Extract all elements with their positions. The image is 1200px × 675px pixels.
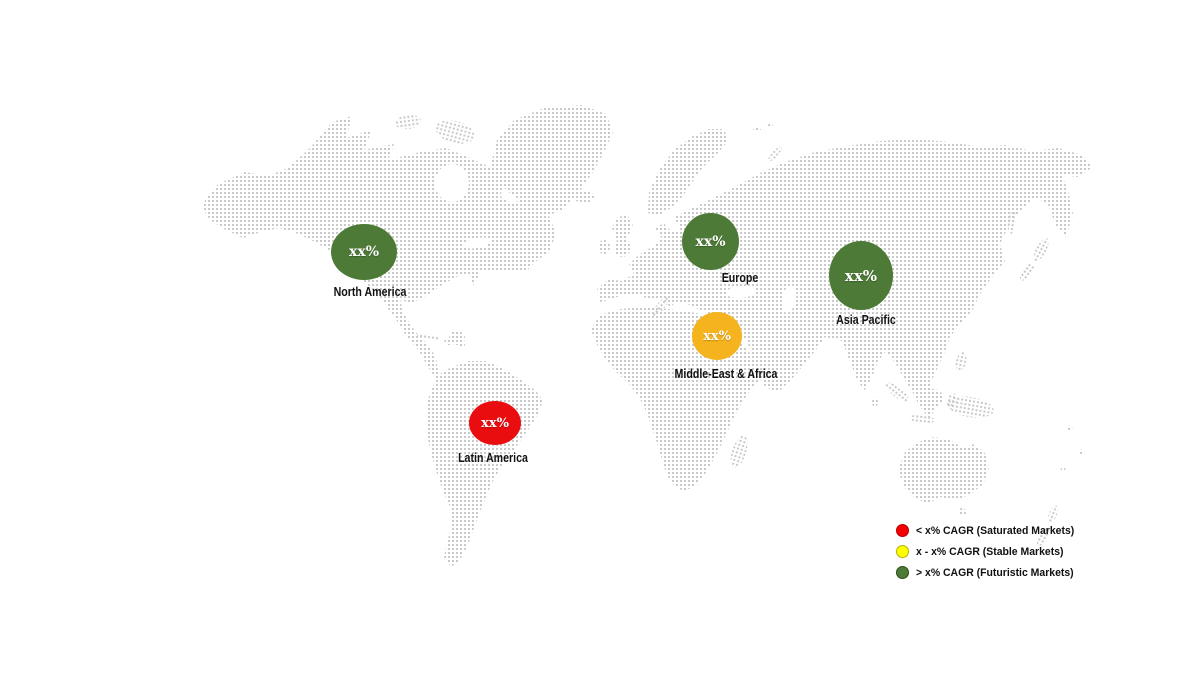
region-label-middle-east-africa: Middle-East & Africa [674,367,778,381]
island-sakhalin [1007,210,1017,234]
legend-label-stable: x - x% CAGR (Stable Markets) [916,545,1064,558]
island-puerto-rico [459,343,465,347]
region-value-asia-pacific: xx% [844,266,878,285]
island-svalbard [753,128,761,132]
legend-item-futuristic: > x% CAGR (Futuristic Markets) [896,566,1083,579]
island-great-britain [612,214,633,258]
hudson-bay [435,164,469,202]
legend: < x% CAGR (Saturated Markets) x - x% CAG… [896,524,1083,587]
region-bubble-latin-america: xx% [469,401,521,445]
black-sea [726,285,756,299]
region-label-latin-america: Latin America [458,451,528,465]
island-sri-lanka [872,397,878,407]
island-java [909,414,935,424]
island-arctic [395,114,421,130]
island-sumatra [885,382,909,402]
region-label-north-america: North America [333,285,407,299]
island-ireland [598,240,610,254]
island-baffin [435,120,475,144]
island-new-zealand-south [1036,528,1050,546]
legend-item-stable: x - x% CAGR (Stable Markets) [896,545,1083,558]
continent-australia [898,437,989,504]
island-japan-south [1019,263,1035,281]
legend-item-saturated: < x% CAGR (Saturated Markets) [896,524,1083,537]
island-pacific-2 [1079,449,1085,455]
region-bubble-middle-east-africa: xx% [692,312,742,360]
island-japan-north [1033,238,1049,262]
legend-label-futuristic: > x% CAGR (Futuristic Markets) [916,566,1074,579]
region-value-middle-east-africa: xx% [703,328,731,344]
island-novaya-zemlya [767,146,783,162]
island-new-zealand-north [1047,505,1059,523]
island-tasmania [958,508,966,516]
legend-label-saturated: < x% CAGR (Saturated Markets) [916,524,1075,537]
island-cuba [417,333,439,341]
legend-dot-red-icon [896,524,909,537]
legend-dot-green-icon [896,566,909,579]
baltic-sea [664,219,680,231]
island-philippines [955,352,967,372]
caspian-sea [781,285,797,313]
island-iceland [574,191,594,203]
region-label-europe: Europe [721,271,759,285]
island-madagascar [730,435,748,469]
island-pacific-1 [1067,425,1073,431]
region-label-asia-pacific: Asia Pacific [836,313,896,327]
scandinavia [648,129,728,215]
great-lakes [463,237,491,249]
region-value-latin-america: xx% [481,415,509,431]
island-svalbard-2 [767,124,773,128]
island-new-guinea [946,396,994,418]
island-hispaniola [444,339,454,345]
region-bubble-north-america: xx% [331,224,397,280]
greenland [490,105,613,216]
island-pacific-3 [1060,467,1066,473]
region-bubble-europe: xx% [682,213,739,270]
region-value-north-america: xx% [349,244,379,260]
legend-dot-yellow-icon [896,545,909,558]
region-bubble-asia-pacific: xx% [829,241,893,310]
island-borneo [923,389,943,407]
region-value-europe: xx% [695,233,726,250]
